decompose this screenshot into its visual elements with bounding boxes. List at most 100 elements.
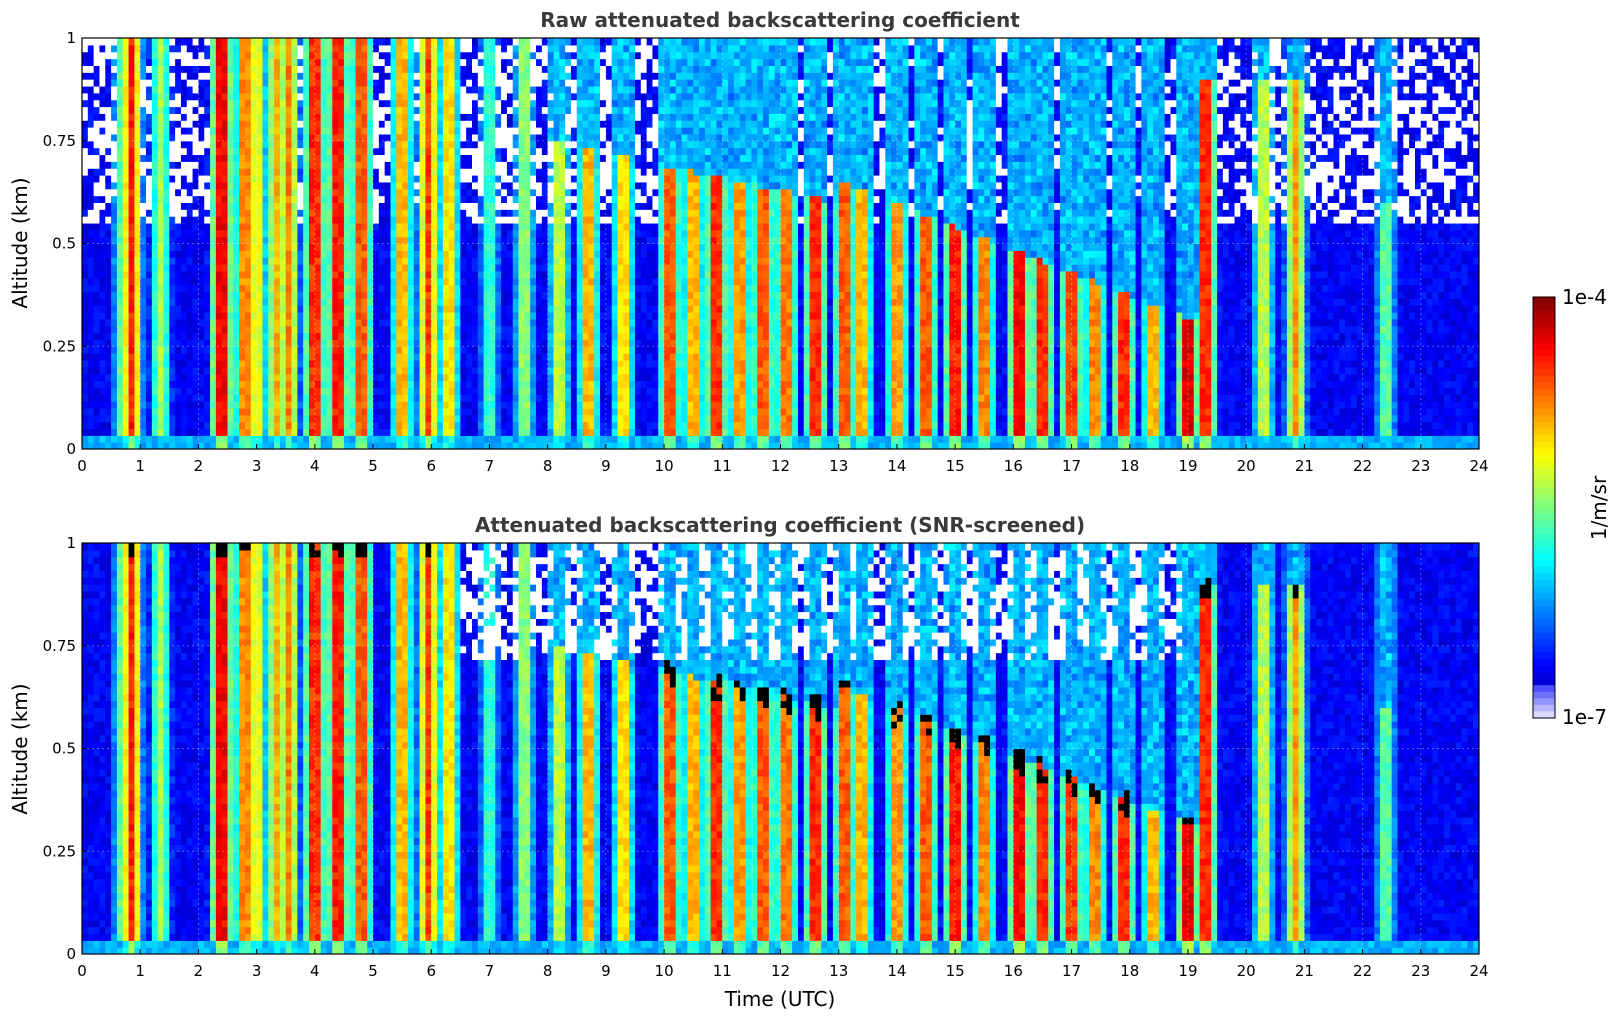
x-tick-label: 16: [1004, 457, 1023, 475]
colorbar-step: [1533, 599, 1555, 607]
x-tick-label: 17: [1062, 962, 1081, 980]
colorbar-step: [1533, 336, 1555, 344]
x-tick-label: 19: [1178, 457, 1197, 475]
x-tick-label: 6: [426, 457, 436, 475]
colorbar-step: [1533, 369, 1555, 377]
colorbar-step: [1533, 619, 1555, 627]
colorbar-step: [1533, 408, 1555, 417]
colorbar-step: [1533, 402, 1555, 410]
y-tick-label: 0.25: [43, 337, 76, 355]
x-tick-label: 8: [543, 457, 553, 475]
colorbar-frame: [1532, 296, 1556, 719]
colorbar-step: [1533, 481, 1555, 489]
x-tick-label: 15: [946, 457, 965, 475]
x-tick-label: 21: [1295, 457, 1314, 475]
x-tick-label: 7: [485, 457, 495, 475]
x-tick-label: 5: [368, 457, 378, 475]
colorbar-step: [1533, 389, 1555, 397]
x-axis: 0 1 2 3 4 5 6 7 8 9 10 11 12 13 14 15 16 17 18 19 20 21 22 23 24: [77, 444, 1489, 475]
colorbar-step: [1533, 586, 1555, 594]
y-axis: 0 0.25 0.5 0.75 1: [43, 534, 87, 963]
x-tick-label: 10: [655, 457, 674, 475]
colorbar-step: [1533, 579, 1555, 588]
y-tick-label: 1: [66, 29, 76, 47]
colorbar-step: [1533, 349, 1555, 357]
x-tick-label: 16: [1004, 962, 1023, 980]
colorbar-step: [1533, 560, 1555, 568]
colorbar-step: [1533, 487, 1555, 495]
colorbar-max-label: 1e-4: [1562, 285, 1607, 309]
x-tick-label: 2: [194, 962, 204, 980]
colorbar-step: [1533, 546, 1555, 555]
x-tick-label: 4: [310, 962, 320, 980]
colorbar-step: [1533, 566, 1555, 574]
colorbar-step: [1533, 665, 1555, 673]
x-tick-label: 6: [426, 962, 436, 980]
x-axis-label: Time (UTC): [724, 987, 836, 1011]
x-tick-label: 3: [252, 962, 262, 980]
panel-raw: Raw attenuated backscattering coefficien…: [8, 8, 1489, 475]
heatmap-raw: [82, 38, 1479, 449]
colorbar-step: [1533, 323, 1555, 331]
colorbar-step: [1533, 362, 1555, 370]
colorbar-step: [1533, 658, 1555, 666]
x-tick-label: 19: [1178, 962, 1197, 980]
colorbar-step: [1533, 448, 1555, 456]
x-tick-label: 10: [655, 962, 674, 980]
x-tick-label: 9: [601, 962, 611, 980]
colorbar-step: [1533, 375, 1555, 384]
colorbar-step: [1533, 639, 1555, 647]
colorbar-step: [1533, 297, 1555, 305]
grid: [82, 543, 1479, 954]
y-axis-label: Altitude (km): [8, 683, 32, 814]
colorbar-step: [1533, 474, 1555, 482]
colorbar-step: [1533, 441, 1555, 449]
colorbar-step: [1533, 652, 1555, 660]
x-tick-label: 15: [946, 962, 965, 980]
x-tick-label: 9: [601, 457, 611, 475]
colorbar-step: [1533, 606, 1555, 614]
colorbar-step: [1533, 500, 1555, 509]
colorbar-step: [1533, 395, 1555, 403]
colorbar-gradient: [1533, 297, 1555, 719]
colorbar-step: [1533, 632, 1555, 640]
y-axis: 0 0.25 0.5 0.75 1: [43, 29, 87, 458]
x-tick-label: 22: [1353, 962, 1372, 980]
x-tick-label: 7: [485, 962, 495, 980]
x-tick-label: 17: [1062, 457, 1081, 475]
heatmap-screened: [82, 543, 1479, 954]
y-tick-label: 0.75: [43, 637, 76, 655]
colorbar-step: [1533, 678, 1555, 686]
x-tick-label: 1: [135, 457, 145, 475]
y-tick-label: 0: [66, 440, 76, 458]
y-tick-label: 1: [66, 534, 76, 552]
y-tick-label: 0.25: [43, 842, 76, 860]
x-axis: 0 1 2 3 4 5 6 7 8 9 10 11 12 13 14 15 16 17 18 19 20 21 22 23 24: [77, 949, 1489, 980]
x-tick-label: 11: [713, 962, 732, 980]
x-tick-label: 20: [1237, 457, 1256, 475]
y-tick-label: 0.75: [43, 132, 76, 150]
colorbar-step: [1533, 415, 1555, 423]
colorbar-step: [1533, 356, 1555, 364]
colorbar: 1e-4 1e-7 1/m/sr: [1532, 285, 1611, 729]
colorbar-step: [1533, 507, 1555, 515]
x-tick-label: 22: [1353, 457, 1372, 475]
x-tick-label: 14: [887, 457, 906, 475]
panel-screened: Attenuated backscattering coefficient (S…: [8, 513, 1489, 1011]
x-tick-label: 12: [771, 962, 790, 980]
y-tick-label: 0.5: [52, 235, 76, 253]
colorbar-step: [1533, 698, 1555, 706]
x-tick-label: 11: [713, 457, 732, 475]
colorbar-step: [1533, 428, 1555, 436]
colorbar-step: [1533, 527, 1555, 535]
colorbar-step: [1533, 303, 1555, 311]
colorbar-step: [1533, 316, 1555, 324]
colorbar-step: [1533, 704, 1555, 713]
colorbar-step: [1533, 573, 1555, 581]
colorbar-step: [1533, 454, 1555, 463]
y-tick-label: 0: [66, 945, 76, 963]
y-axis-label: Altitude (km): [8, 177, 32, 308]
colorbar-min-label: 1e-7: [1562, 705, 1607, 729]
y-tick-label: 0.5: [52, 740, 76, 758]
colorbar-step: [1533, 645, 1555, 653]
